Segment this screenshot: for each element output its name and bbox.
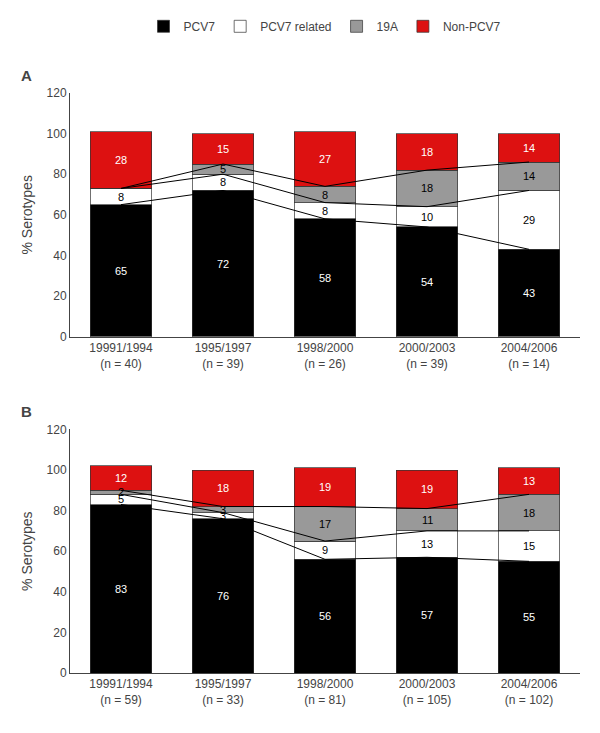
svg-text:1995/1997(n = 39): 1995/1997(n = 39) bbox=[195, 341, 252, 371]
svg-text:19991/1994(n = 59): 19991/1994(n = 59) bbox=[89, 677, 153, 707]
svg-text:80: 80 bbox=[53, 167, 67, 181]
svg-text:28: 28 bbox=[115, 154, 127, 166]
svg-text:55: 55 bbox=[523, 611, 535, 623]
svg-text:1995/1997(n = 33): 1995/1997(n = 33) bbox=[195, 677, 252, 707]
svg-text:83: 83 bbox=[115, 583, 127, 595]
svg-text:40: 40 bbox=[53, 585, 67, 599]
svg-text:3: 3 bbox=[220, 504, 226, 516]
svg-text:15: 15 bbox=[523, 540, 535, 552]
svg-text:15: 15 bbox=[217, 143, 229, 155]
svg-text:29: 29 bbox=[523, 214, 535, 226]
svg-text:14: 14 bbox=[523, 170, 535, 182]
svg-text:43: 43 bbox=[523, 287, 535, 299]
svg-text:58: 58 bbox=[319, 272, 331, 284]
svg-text:14: 14 bbox=[523, 142, 535, 154]
svg-text:100: 100 bbox=[47, 127, 67, 141]
svg-text:17: 17 bbox=[319, 518, 331, 530]
svg-text:2000/2003(n = 39): 2000/2003(n = 39) bbox=[399, 341, 456, 371]
svg-text:19A: 19A bbox=[377, 20, 398, 34]
svg-text:0: 0 bbox=[60, 666, 67, 680]
svg-text:PCV7 related: PCV7 related bbox=[260, 20, 331, 34]
svg-text:9: 9 bbox=[322, 544, 328, 556]
svg-text:40: 40 bbox=[53, 249, 67, 263]
svg-text:60: 60 bbox=[53, 544, 67, 558]
svg-text:PCV7: PCV7 bbox=[184, 20, 216, 34]
svg-text:12: 12 bbox=[115, 472, 127, 484]
svg-text:19: 19 bbox=[319, 481, 331, 493]
svg-text:18: 18 bbox=[421, 182, 433, 194]
svg-text:2004/2006(n = 14): 2004/2006(n = 14) bbox=[501, 341, 558, 371]
svg-text:57: 57 bbox=[421, 609, 433, 621]
svg-text:A: A bbox=[21, 67, 32, 84]
svg-text:1998/2000(n = 26): 1998/2000(n = 26) bbox=[297, 341, 354, 371]
svg-text:2: 2 bbox=[118, 486, 124, 498]
svg-text:% Serotypes: % Serotypes bbox=[19, 175, 35, 254]
svg-text:10: 10 bbox=[421, 211, 433, 223]
svg-text:19: 19 bbox=[421, 483, 433, 495]
svg-text:100: 100 bbox=[47, 463, 67, 477]
svg-text:8: 8 bbox=[322, 189, 328, 201]
svg-text:120: 120 bbox=[47, 423, 67, 437]
svg-text:80: 80 bbox=[53, 504, 67, 518]
svg-text:19991/1994(n = 40): 19991/1994(n = 40) bbox=[89, 341, 153, 371]
svg-text:20: 20 bbox=[53, 289, 67, 303]
svg-text:8: 8 bbox=[322, 205, 328, 217]
svg-text:18: 18 bbox=[523, 507, 535, 519]
svg-text:27: 27 bbox=[319, 153, 331, 165]
svg-text:60: 60 bbox=[53, 208, 67, 222]
svg-text:2000/2003(n = 105): 2000/2003(n = 105) bbox=[399, 677, 456, 707]
svg-text:B: B bbox=[21, 403, 32, 420]
svg-text:8: 8 bbox=[118, 191, 124, 203]
svg-text:56: 56 bbox=[319, 610, 331, 622]
svg-text:72: 72 bbox=[217, 258, 229, 270]
svg-text:8: 8 bbox=[220, 176, 226, 188]
svg-text:120: 120 bbox=[47, 86, 67, 100]
svg-text:13: 13 bbox=[421, 538, 433, 550]
svg-text:11: 11 bbox=[422, 514, 433, 526]
svg-text:18: 18 bbox=[217, 482, 229, 494]
svg-text:1998/2000(n = 81): 1998/2000(n = 81) bbox=[297, 677, 354, 707]
svg-text:54: 54 bbox=[421, 276, 433, 288]
svg-text:2004/2006(n = 102): 2004/2006(n = 102) bbox=[501, 677, 558, 707]
svg-text:0: 0 bbox=[60, 330, 67, 344]
svg-text:65: 65 bbox=[115, 265, 127, 277]
svg-text:76: 76 bbox=[217, 590, 229, 602]
svg-text:20: 20 bbox=[53, 626, 67, 640]
svg-text:13: 13 bbox=[523, 475, 535, 487]
svg-text:5: 5 bbox=[118, 493, 124, 505]
svg-text:Non-PCV7: Non-PCV7 bbox=[443, 20, 501, 34]
svg-text:3: 3 bbox=[220, 510, 226, 522]
svg-text:5: 5 bbox=[220, 163, 226, 175]
svg-text:% Serotypes: % Serotypes bbox=[19, 512, 35, 591]
svg-text:18: 18 bbox=[421, 146, 433, 158]
